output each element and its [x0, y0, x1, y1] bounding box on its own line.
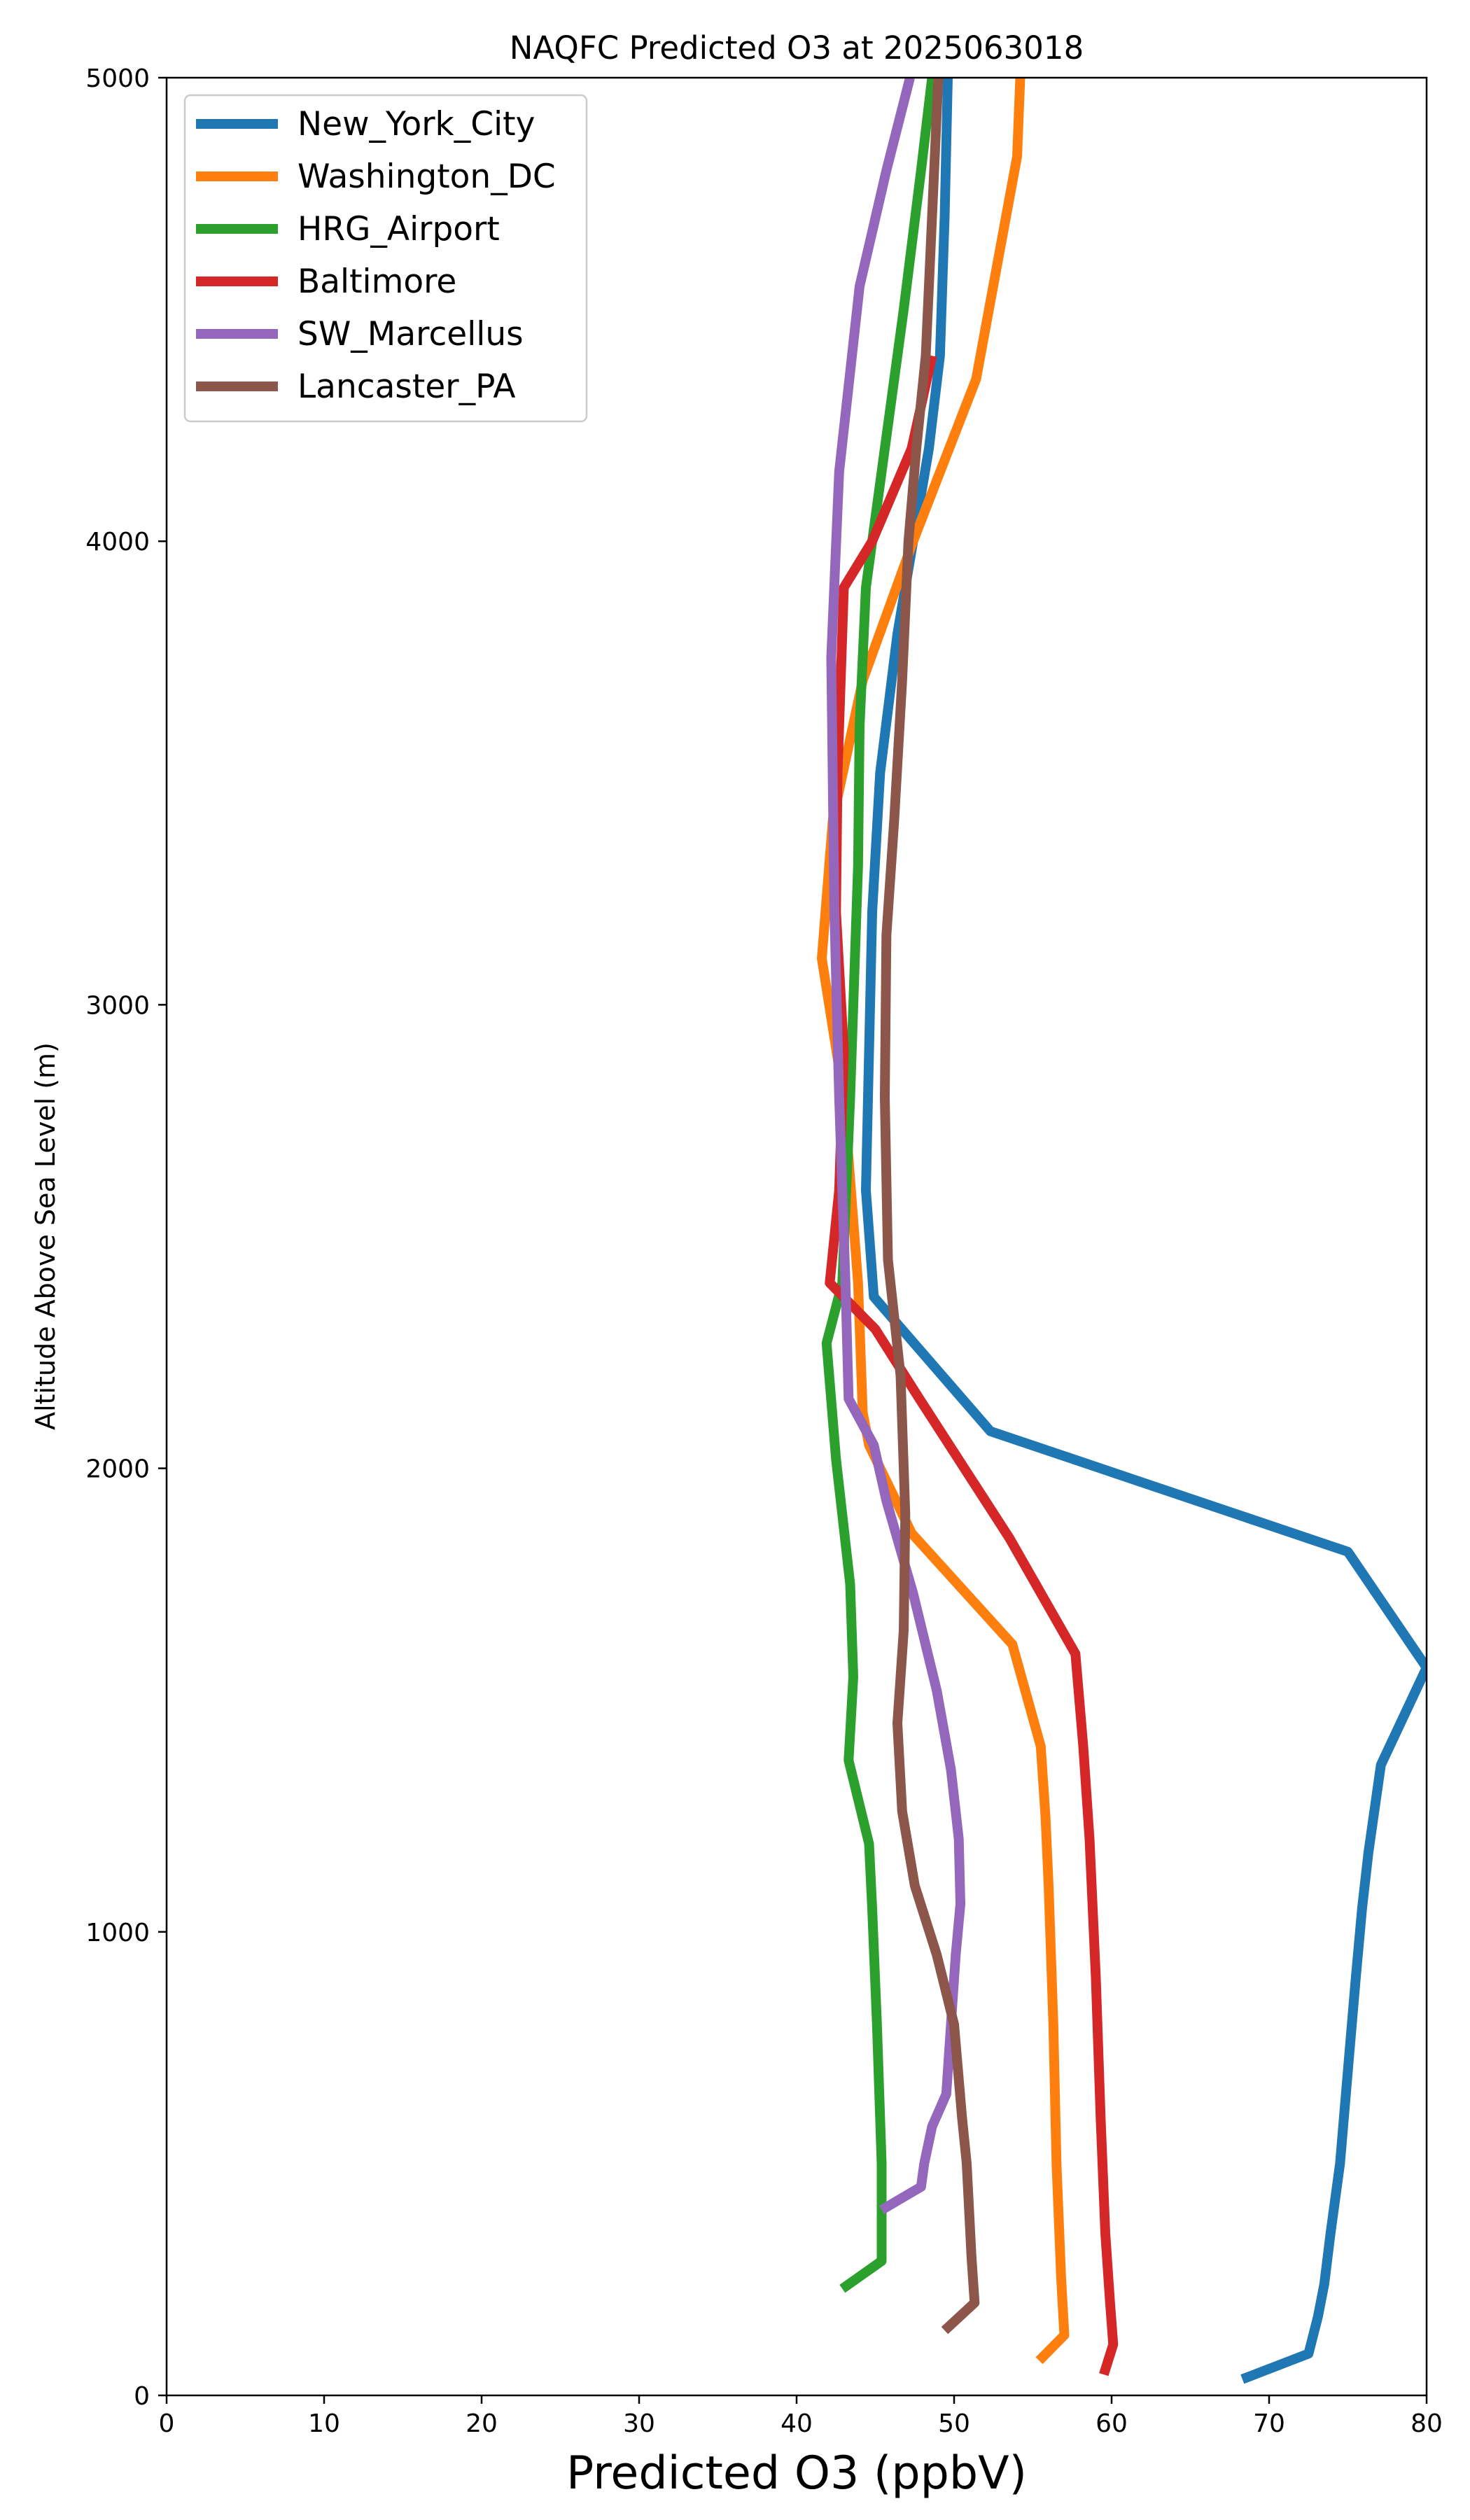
series-layer	[817, 78, 1427, 2384]
x-tick-label: 50	[938, 2409, 970, 2438]
y-tick-label: 2000	[85, 1455, 150, 1484]
y-axis-label: Altitude Above Sea Level (m)	[30, 1042, 61, 1430]
legend-label: New_York_City	[298, 105, 535, 144]
series-line-lancaster-pa	[880, 78, 980, 2334]
x-tick-label: 0	[159, 2409, 175, 2438]
x-tick-label: 40	[780, 2409, 813, 2438]
x-tick-label: 10	[308, 2409, 340, 2438]
x-axis-ticks: 0 10 20 30 40 50 60 70 80	[159, 2395, 1443, 2438]
legend-label: Lancaster_PA	[298, 368, 516, 406]
legend-label: HRG_Airport	[298, 210, 500, 248]
series-line-sw-marcellus	[826, 78, 965, 2215]
x-tick-label: 20	[465, 2409, 498, 2438]
x-tick-label: 30	[623, 2409, 655, 2438]
y-tick-label: 0	[134, 2382, 150, 2411]
legend-frame	[183, 94, 588, 423]
x-tick-label: 60	[1096, 2409, 1128, 2438]
legend: New_York_City Washington_DC HRG_Airport Bal…	[183, 94, 588, 423]
chart-title: NAQFC Predicted O3 at 2025063018	[510, 29, 1084, 66]
x-axis-label: Predicted O3 (ppbV)	[566, 2447, 1027, 2500]
y-tick-label: 4000	[85, 528, 150, 556]
y-axis-ticks: 0 1000 2000 3000 4000 5000	[85, 64, 167, 2411]
series-line-baltimore	[825, 354, 1119, 2376]
legend-label: SW_Marcellus	[298, 315, 524, 354]
series-line-hrg-airport	[821, 78, 937, 2293]
x-tick-label: 80	[1410, 2409, 1443, 2438]
legend-label: Baltimore	[298, 262, 456, 301]
legend-label: Washington_DC	[298, 158, 556, 196]
y-tick-label: 1000	[85, 1919, 150, 1947]
y-tick-label: 5000	[85, 64, 150, 93]
x-tick-label: 70	[1253, 2409, 1285, 2438]
y-tick-label: 3000	[85, 991, 150, 1020]
